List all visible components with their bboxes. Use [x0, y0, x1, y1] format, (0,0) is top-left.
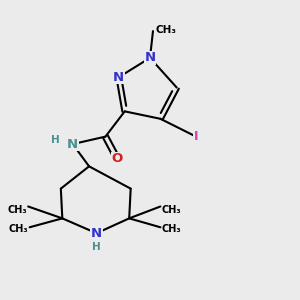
Text: H: H: [51, 135, 60, 145]
Text: I: I: [194, 130, 198, 143]
Text: CH₃: CH₃: [7, 205, 27, 215]
Text: N: N: [67, 138, 78, 151]
Text: CH₃: CH₃: [162, 205, 182, 215]
Text: CH₃: CH₃: [155, 25, 176, 34]
Text: N: N: [144, 51, 156, 64]
Text: N: N: [91, 227, 102, 240]
Text: CH₃: CH₃: [8, 224, 28, 234]
Text: O: O: [112, 152, 123, 165]
Text: CH₃: CH₃: [162, 224, 182, 234]
Text: N: N: [113, 71, 124, 84]
Text: H: H: [92, 242, 101, 253]
